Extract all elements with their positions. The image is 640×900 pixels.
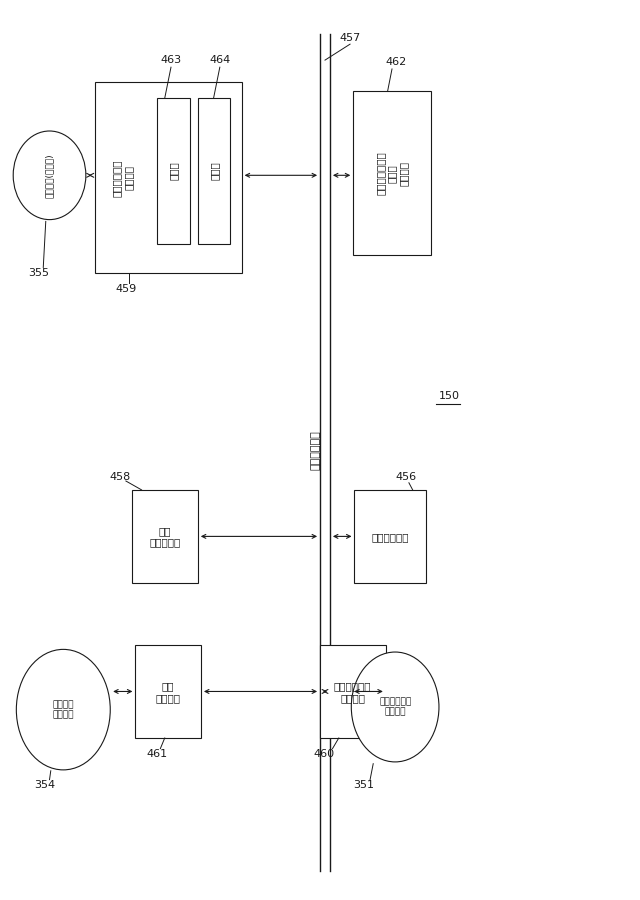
Text: 他の入出力機器
および
アダプタ: 他の入出力機器 および アダプタ <box>376 152 408 195</box>
Bar <box>95 82 242 273</box>
Text: 459: 459 <box>115 284 136 293</box>
Text: コントローラ: コントローラ <box>371 532 409 542</box>
Text: ネットワーク
アダプタ: ネットワーク アダプタ <box>334 681 371 703</box>
Text: 460: 460 <box>314 749 335 759</box>
Text: 462: 462 <box>386 57 407 67</box>
Text: 458: 458 <box>109 472 131 482</box>
Text: 入力機器
コネクタ: 入力機器 コネクタ <box>52 700 74 719</box>
Bar <box>135 645 201 738</box>
Text: 記憶
モジュール: 記憶 モジュール <box>149 526 180 547</box>
Ellipse shape <box>351 652 439 762</box>
Text: システムバス: システムバス <box>310 430 321 470</box>
Text: 150: 150 <box>439 392 460 401</box>
Text: ネットワーク
アダプタ: ネットワーク アダプタ <box>112 159 134 197</box>
Text: 463: 463 <box>161 55 182 65</box>
Text: ネットワーク
コネクタ: ネットワーク コネクタ <box>379 698 412 716</box>
Bar <box>132 490 198 583</box>
Bar <box>353 91 431 255</box>
Text: 送信器: 送信器 <box>168 161 179 180</box>
Ellipse shape <box>13 131 86 220</box>
Bar <box>320 645 386 738</box>
Ellipse shape <box>17 650 110 770</box>
Text: 461: 461 <box>147 749 168 759</box>
Text: 入力
アダプタ: 入力 アダプタ <box>156 681 180 703</box>
Text: 457: 457 <box>339 33 361 43</box>
Text: 464: 464 <box>209 55 230 65</box>
Text: 355: 355 <box>28 268 49 278</box>
Bar <box>157 98 190 245</box>
Text: 456: 456 <box>396 472 417 482</box>
Bar <box>355 490 426 583</box>
Text: 351: 351 <box>353 780 374 790</box>
Text: 354: 354 <box>34 780 55 790</box>
Text: アンテナ(複数可): アンテナ(複数可) <box>45 153 54 198</box>
Text: 受信器: 受信器 <box>209 161 219 180</box>
Bar <box>198 98 230 245</box>
